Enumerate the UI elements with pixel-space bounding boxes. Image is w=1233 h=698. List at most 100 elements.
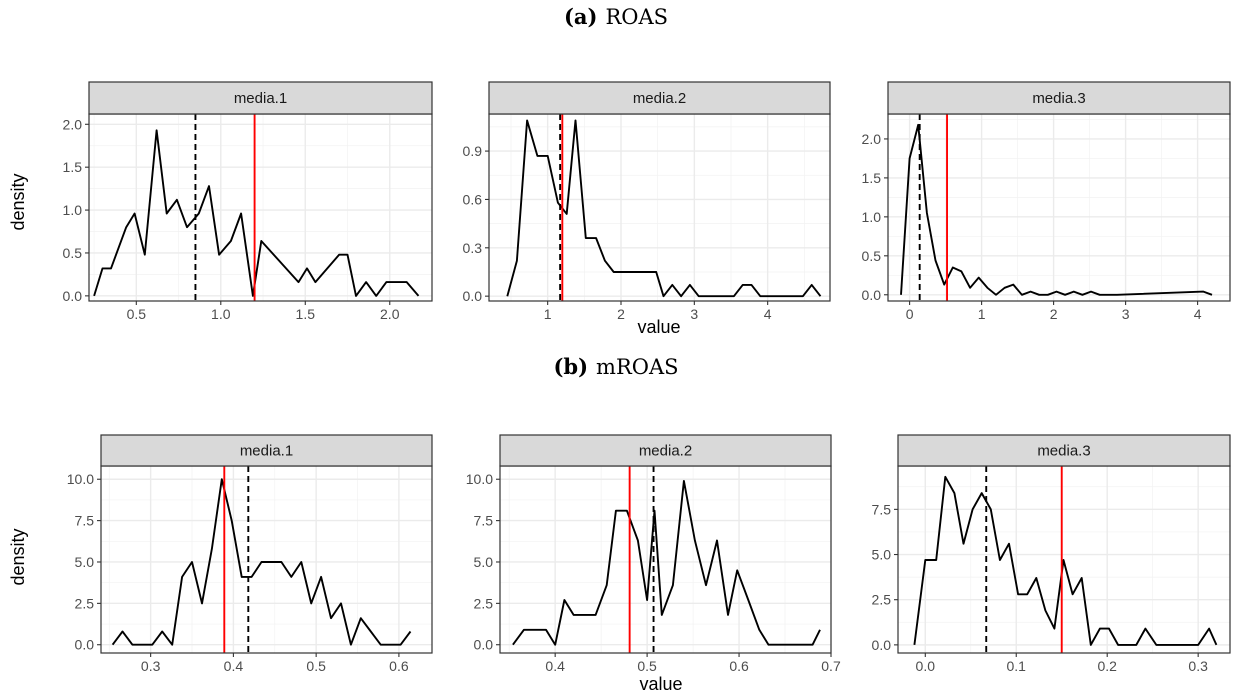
- y-tick-label: 1.0: [862, 209, 882, 225]
- density-line: [111, 478, 412, 646]
- x-tick-label: 0.6: [729, 658, 749, 674]
- y-tick-label: 0.5: [63, 245, 83, 261]
- plot-area: [500, 466, 831, 653]
- y-tick-label: 0.0: [862, 287, 882, 303]
- caption-mroas-tag: (b): [553, 354, 588, 379]
- strip-label: media.3: [1037, 443, 1090, 460]
- x-tick-label: 0.5: [637, 658, 657, 674]
- x-tick-label: 1.0: [211, 306, 231, 322]
- y-tick-label: 0.0: [63, 288, 83, 304]
- x-tick-label: 4: [764, 306, 772, 322]
- panel-r1-media3: media.3 0.0 0.1 0.2 0.3 0.0 2.5 5.0 7.5: [872, 434, 1231, 674]
- x-tick-label: 1: [544, 306, 552, 322]
- x-tick-label: 0.3: [141, 658, 161, 674]
- plot-area: [888, 114, 1230, 301]
- plot-area: [101, 466, 432, 653]
- strip-background: [488, 81, 831, 115]
- density-line: [93, 129, 420, 297]
- y-tick-label: 0.0: [474, 637, 494, 653]
- y-tick-label: 5.0: [474, 554, 494, 570]
- y-tick-label: 2.5: [75, 595, 95, 611]
- y-tick-label: 1.0: [63, 202, 83, 218]
- density-line: [913, 475, 1218, 646]
- y-tick-label: 5.0: [872, 547, 892, 563]
- panel-r0-media3: media.3 0 1 2 3 4 0.0 0.5 1.0 1.5 2.0: [862, 81, 1231, 322]
- y-tick-label: 7.5: [872, 501, 892, 517]
- y-tick-label: 0.0: [872, 637, 892, 653]
- y-tick-label: 2.0: [862, 131, 882, 147]
- y-tick-label: 7.5: [474, 513, 494, 529]
- x-tick-label: 0.0: [916, 658, 936, 674]
- strip-label: media.2: [639, 443, 692, 460]
- y-tick-label: 5.0: [75, 554, 95, 570]
- minor-grid: [101, 466, 432, 653]
- strip-background: [887, 81, 1231, 115]
- y-axis-title-roas: density: [8, 173, 28, 230]
- x-tick-label: 0.4: [545, 658, 565, 674]
- x-tick-label: 2: [617, 306, 625, 322]
- caption-mroas: (b) mROAS: [553, 354, 678, 379]
- y-tick-label: 0.0: [463, 288, 483, 304]
- strip-label: media.1: [234, 90, 287, 107]
- y-tick-label: 7.5: [75, 513, 95, 529]
- y-tick-label: 2.5: [872, 592, 892, 608]
- x-tick-label: 0.5: [127, 306, 147, 322]
- strip-background: [100, 434, 433, 467]
- panel-r0-media2: media.2 1 2 3 4 0.0 0.3 0.6 0.9: [463, 81, 831, 322]
- x-tick-label: 0.7: [821, 658, 841, 674]
- minor-grid: [888, 114, 1230, 301]
- x-tick-label: 3: [1122, 306, 1130, 322]
- x-tick-label: 1: [978, 306, 986, 322]
- density-line: [506, 119, 822, 298]
- x-tick-label: 0.3: [1188, 658, 1208, 674]
- x-tick-label: 1.5: [296, 306, 316, 322]
- panel-r1-media1: media.1 0.3 0.4 0.5 0.6 0.0 2.5 5.0 7.5 10.0: [67, 434, 433, 674]
- x-tick-label: 0.1: [1007, 658, 1027, 674]
- y-tick-label: 10.0: [466, 471, 493, 487]
- caption-roas-text: ROAS: [605, 5, 668, 29]
- x-tick-label: 2: [1050, 306, 1058, 322]
- y-axis-title-mroas: density: [8, 528, 28, 585]
- y-tick-label: 1.5: [63, 159, 83, 175]
- x-tick-label: 0.4: [224, 658, 244, 674]
- major-grid: [888, 114, 1230, 301]
- y-tick-label: 2.0: [63, 116, 83, 132]
- captions: (a) ROAS (b) mROAS: [553, 4, 678, 379]
- x-tick-label: 0.6: [389, 658, 409, 674]
- caption-mroas-text: mROAS: [596, 355, 679, 379]
- x-tick-label: 0.2: [1097, 658, 1117, 674]
- y-tick-label: 2.5: [474, 595, 494, 611]
- y-tick-label: 0.6: [463, 191, 483, 207]
- axis-titles: density value density value: [8, 173, 683, 694]
- strip-label: media.3: [1032, 90, 1085, 107]
- panel-r0-media1: media.1 0.5 1.0 1.5 2.0 0.0 0.5 1.0 1.5 2.0: [63, 81, 433, 322]
- x-tick-label: 3: [690, 306, 698, 322]
- x-tick-label: 0: [906, 306, 914, 322]
- y-tick-label: 1.5: [862, 170, 882, 186]
- x-axis-title-roas: value: [637, 317, 680, 337]
- x-axis-title-mroas: value: [639, 674, 682, 694]
- strip-label: media.1: [240, 443, 293, 460]
- x-tick-label: 0.5: [306, 658, 326, 674]
- y-tick-label: 10.0: [67, 471, 94, 487]
- plot-area: [489, 114, 830, 301]
- minor-grid: [489, 114, 830, 301]
- x-tick-label: 2.0: [380, 306, 400, 322]
- panel-r1-media2: media.2 0.4 0.5 0.6 0.7 0.0 2.5 5.0 7.5 10.0: [466, 434, 841, 674]
- strip-background: [897, 434, 1231, 467]
- minor-grid: [898, 466, 1230, 653]
- strip-background: [499, 434, 832, 467]
- density-line: [900, 123, 1213, 296]
- caption-roas-tag: (a): [564, 4, 597, 29]
- panels: media.10.5 1.0 1.5 2.00.00.51.01.52.0media.…: [63, 81, 1231, 674]
- x-tick-label: 4: [1194, 306, 1202, 322]
- strip-label: media.2: [633, 90, 686, 107]
- plot-area: [89, 114, 432, 301]
- strip-background: [88, 81, 433, 115]
- y-tick-label: 0.5: [862, 248, 882, 264]
- y-tick-label: 0.3: [463, 240, 483, 256]
- caption-roas: (a) ROAS: [564, 4, 668, 29]
- density-line: [512, 479, 821, 646]
- y-tick-label: 0.9: [463, 143, 483, 159]
